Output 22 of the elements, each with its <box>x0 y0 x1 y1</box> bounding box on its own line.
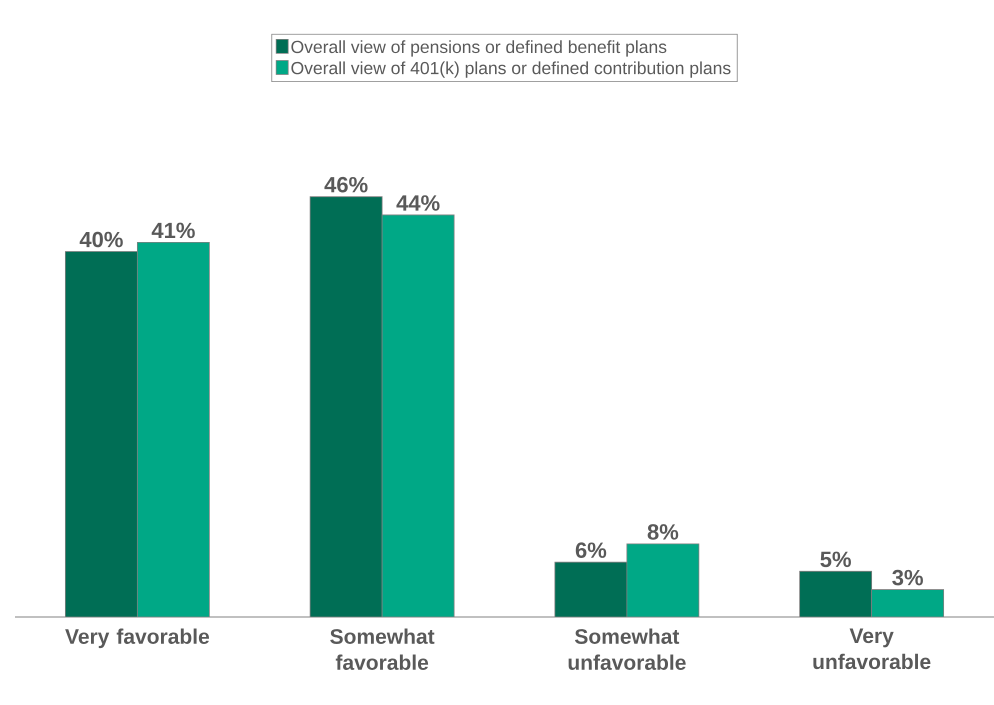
data-label: 41% <box>152 222 195 238</box>
data-label: 5% <box>820 552 851 568</box>
x-tick-label: Very unfavorable <box>813 628 930 670</box>
data-label: 3% <box>892 570 923 586</box>
legend-label: Overall view of pensions or defined benefit plans <box>291 40 666 57</box>
bar <box>310 196 383 617</box>
x-tick-label: Very favorable <box>65 628 210 648</box>
bar <box>871 589 944 617</box>
data-label: 8% <box>648 524 678 540</box>
bar <box>799 570 872 617</box>
bar <box>554 562 628 617</box>
x-tick-label: Somewhat unfavorable <box>568 628 686 670</box>
data-label: 46% <box>324 176 368 192</box>
bar <box>382 214 455 617</box>
bar <box>136 242 210 617</box>
x-tick-label: Somewhat favorable <box>330 628 434 670</box>
bar <box>64 251 138 617</box>
bar <box>626 544 700 617</box>
data-label: 40% <box>80 232 123 248</box>
data-label: 44% <box>396 195 440 211</box>
legend-label: Overall view of 401(k) plans or defined contribution plans <box>291 61 731 78</box>
data-label: 6% <box>576 542 606 558</box>
